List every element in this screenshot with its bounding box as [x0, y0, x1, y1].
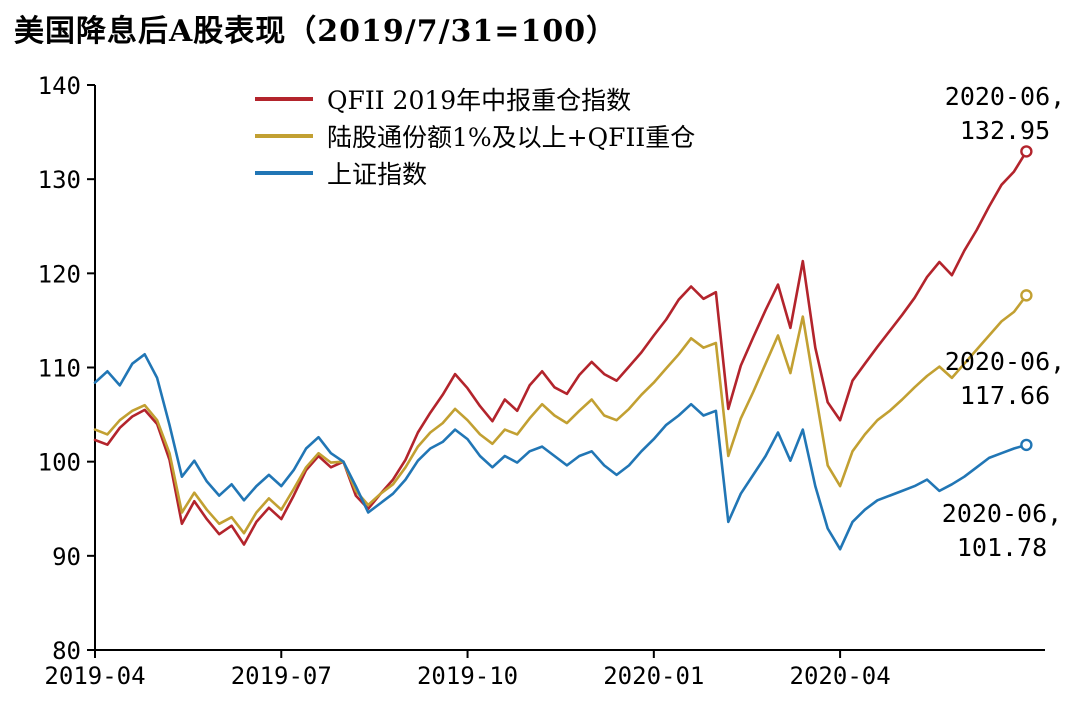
- legend-label-qfii: QFII 2019年中报重仓指数: [327, 86, 632, 115]
- x-tick-label: 2020-01: [603, 662, 704, 690]
- annotation-value: 101.78: [956, 532, 1048, 562]
- x-tick-label: 2019-04: [44, 662, 145, 690]
- annotation-shanghai-endpoint: 2020-06, 101.78: [922, 497, 1080, 565]
- y-tick-label: 130: [38, 166, 81, 194]
- annotation-northbound-endpoint: 2020-06, 117.66: [925, 345, 1080, 413]
- series-line-2: [93, 352, 1028, 551]
- annotation-value: 117.66: [959, 380, 1051, 410]
- annotation-date: 2020-06,: [944, 347, 1066, 376]
- legend-label-northbound-qfii: 陆股通份额1%及以上+QFII重仓: [327, 123, 696, 152]
- series-endpoint-marker-2: [1020, 438, 1033, 452]
- y-tick-label: 140: [38, 72, 81, 100]
- y-tick-label: 110: [38, 355, 81, 383]
- legend-swatch-shanghai-composite: [255, 171, 313, 175]
- legend-item-shanghai-composite: 上证指数: [255, 158, 695, 189]
- chart-title: 美国降息后A股表现（2019/7/31=100）: [14, 14, 618, 49]
- series-line-1: [93, 294, 1028, 535]
- legend-swatch-qfii: [255, 97, 313, 101]
- series-line-0: [93, 150, 1028, 546]
- annotation-date: 2020-06,: [944, 82, 1066, 111]
- y-tick-label: 90: [52, 543, 81, 571]
- y-tick-label: 120: [38, 260, 81, 288]
- x-tick-label: 2019-07: [231, 662, 332, 690]
- x-tick-label: 2020-04: [790, 662, 891, 690]
- legend: QFII 2019年中报重仓指数 陆股通份额1%及以上+QFII重仓 上证指数: [255, 84, 696, 189]
- annotation-value: 132.95: [959, 115, 1051, 145]
- legend-item-northbound-qfii: 陆股通份额1%及以上+QFII重仓: [255, 121, 696, 152]
- y-tick-label: 100: [38, 449, 81, 477]
- annotation-date: 2020-06,: [941, 499, 1063, 528]
- legend-swatch-northbound-qfii: [255, 134, 313, 138]
- series-endpoint-marker-1: [1020, 289, 1033, 302]
- annotation-qfii-endpoint: 2020-06, 132.95: [925, 80, 1080, 148]
- legend-item-qfii: QFII 2019年中报重仓指数: [255, 84, 695, 115]
- x-tick-label: 2019-10: [417, 662, 518, 690]
- y-tick-label: 80: [52, 637, 81, 665]
- legend-label-shanghai-composite: 上证指数: [327, 160, 428, 189]
- series-endpoint-marker-0: [1020, 145, 1033, 158]
